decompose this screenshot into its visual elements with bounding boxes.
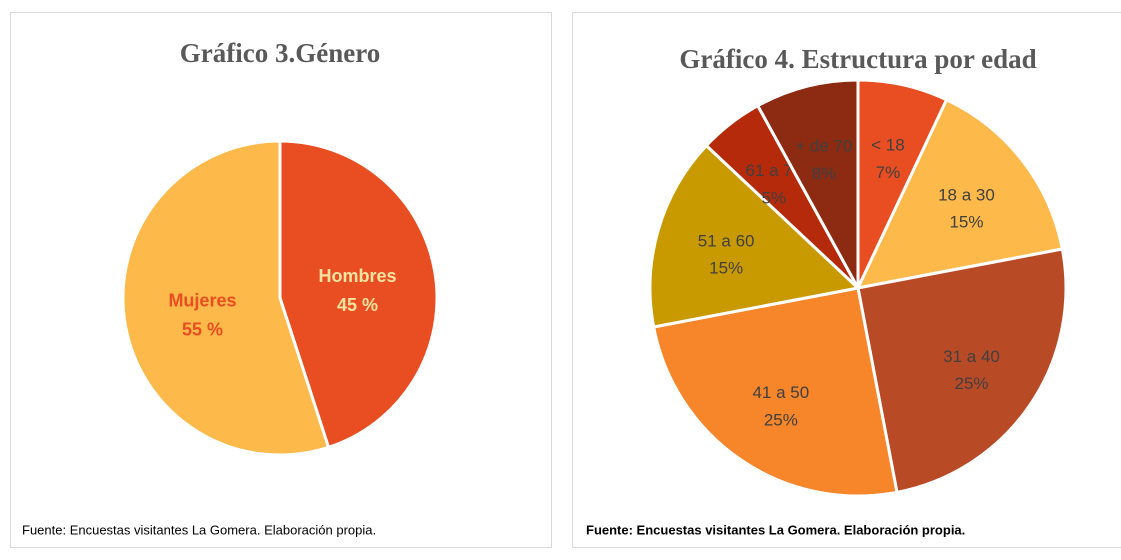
slice-label: 41 a 50 25% <box>752 383 809 429</box>
source-note: Fuente: Encuestas visitantes La Gomera. … <box>22 522 376 537</box>
pie-slice <box>121 139 331 457</box>
slice-label: 61 a 70 5% <box>745 161 802 207</box>
pie-slice <box>648 144 860 329</box>
slice-category: Hombres <box>319 266 397 286</box>
pie-slice <box>856 98 1064 290</box>
pie-slice <box>278 139 439 449</box>
slice-value: 25% <box>764 410 798 429</box>
slice-label: 31 a 40 25% <box>943 347 1000 393</box>
slice-category: < 18 <box>871 136 905 155</box>
slice-label: 51 a 60 15% <box>698 231 755 277</box>
slice-label: + de 70 8% <box>795 137 852 183</box>
slice-label: < 18 7% <box>871 136 905 182</box>
pie: < 18 7% 18 a 30 15% 31 a 40 25% 41 a 50 25% 51 a… <box>648 78 1068 498</box>
chart-title: Gráfico 3.Género <box>180 38 380 68</box>
slice-value: 5% <box>762 188 787 207</box>
slice-category: 18 a 30 <box>938 185 995 204</box>
slice-label: Hombres 45 % <box>319 266 397 315</box>
slice-category: Mujeres <box>168 291 236 311</box>
slice-value: 8% <box>812 164 837 183</box>
slice-value: 55 % <box>182 319 223 339</box>
slice-category: 51 a 60 <box>698 231 755 250</box>
chart-title: Gráfico 4. Estructura por edad <box>679 44 1036 74</box>
pie-slice <box>856 247 1068 494</box>
pie-slice <box>652 286 899 498</box>
slice-value: 15% <box>709 259 743 278</box>
slice-label: Mujeres 55 % <box>168 291 236 340</box>
slice-value: 25% <box>955 374 989 393</box>
slice-category: 61 a 70 <box>745 161 802 180</box>
pie: Hombres 45 % Mujeres 55 % <box>121 139 439 457</box>
slice-category: 31 a 40 <box>943 347 1000 366</box>
slice-value: 7% <box>876 163 901 182</box>
slice-value: 15% <box>949 213 983 232</box>
slice-category: + de 70 <box>795 137 852 156</box>
pie-slice <box>756 78 860 290</box>
slice-value: 45 % <box>337 295 378 315</box>
slice-category: 41 a 50 <box>752 383 809 402</box>
slice-label: 18 a 30 15% <box>938 185 995 231</box>
source-note: Fuente: Encuestas visitantes La Gomera. … <box>586 522 965 537</box>
